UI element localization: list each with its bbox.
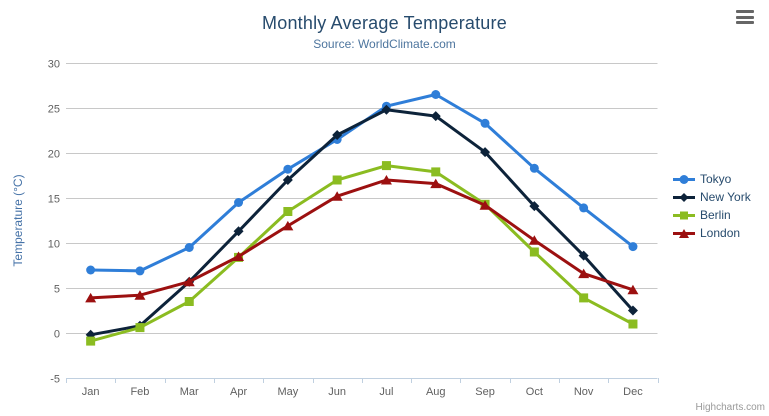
series-berlin-marker[interactable]	[381, 161, 391, 171]
series-tokyo-marker[interactable]	[283, 164, 293, 174]
series-london-line[interactable]	[89, 178, 635, 300]
series-london-marker[interactable]	[134, 290, 146, 300]
chart-legend: Tokyo New York Berlin London	[673, 170, 751, 242]
series-london-marker[interactable]	[380, 175, 392, 185]
series-berlin-marker[interactable]	[332, 175, 342, 185]
series-london-marker[interactable]	[430, 178, 442, 189]
series-tokyo-marker[interactable]	[234, 198, 244, 207]
series-berlin-marker[interactable]	[628, 319, 638, 329]
x-axis-label: Apr	[230, 386, 247, 398]
legend-item-tokyo[interactable]: Tokyo	[673, 170, 751, 188]
x-axis-label: Jan	[82, 386, 100, 398]
series-new-york-marker[interactable]	[627, 305, 638, 316]
x-axis-label: Sep	[475, 386, 495, 398]
series-tokyo-marker[interactable]	[480, 118, 490, 128]
series-new-york-line[interactable]	[89, 108, 635, 337]
series-london-marker[interactable]	[183, 276, 195, 287]
hamburger-icon	[736, 21, 754, 24]
series-new-york-marker[interactable]	[381, 104, 392, 115]
chart-subtitle: Source: WorldClimate.com	[313, 37, 456, 51]
series-tokyo-marker[interactable]	[579, 203, 589, 213]
legend-label-london: London	[700, 226, 741, 240]
series-berlin-marker[interactable]	[135, 323, 145, 333]
y-axis-label: 0	[54, 329, 60, 341]
x-axis-label: Jul	[379, 386, 393, 398]
series-berlin-marker[interactable]	[283, 207, 293, 216]
legend-item-new-york[interactable]: New York	[673, 188, 751, 206]
y-axis-title: Temperature (°C)	[11, 174, 25, 266]
series-tokyo-marker[interactable]	[628, 242, 638, 252]
series-berlin-marker[interactable]	[184, 297, 194, 306]
series-new-york-marker[interactable]	[529, 201, 540, 212]
series-new-york-marker[interactable]	[233, 226, 244, 237]
series-berlin-marker[interactable]	[529, 247, 539, 257]
series-london-marker[interactable]	[627, 284, 639, 295]
y-axis-label: 5	[54, 284, 60, 296]
series-london-marker[interactable]	[528, 235, 540, 245]
series-london-marker[interactable]	[479, 200, 491, 210]
london-legend-marker-icon	[673, 228, 695, 238]
series-tokyo-marker[interactable]	[431, 90, 441, 99]
x-axis-label: Nov	[574, 386, 594, 398]
tokyo-legend-marker-icon	[673, 174, 695, 184]
series-berlin-line[interactable]	[89, 164, 635, 343]
chart-title: Monthly Average Temperature	[262, 13, 507, 33]
x-axis-label: Jun	[328, 386, 346, 398]
series-london-marker[interactable]	[578, 268, 590, 279]
new-york-legend-marker-icon	[673, 192, 695, 202]
series-new-york-marker[interactable]	[578, 250, 589, 261]
series-tokyo-marker[interactable]	[86, 265, 96, 275]
x-axis-label: Mar	[180, 386, 199, 398]
series-london-marker[interactable]	[282, 220, 294, 231]
highcharts-credit-link[interactable]: Highcharts.com	[695, 402, 765, 413]
series-london-marker[interactable]	[331, 191, 343, 201]
berlin-legend-marker-icon	[673, 211, 695, 219]
series-new-york-marker[interactable]	[332, 130, 343, 140]
series-new-york-marker[interactable]	[282, 175, 293, 185]
legend-label-tokyo: Tokyo	[700, 172, 732, 186]
series-tokyo-marker[interactable]	[184, 243, 194, 252]
series-london-marker[interactable]	[85, 292, 97, 303]
export-menu-button[interactable]	[736, 10, 754, 24]
legend-label-new-york: New York	[700, 190, 751, 204]
y-axis-label: 10	[48, 239, 60, 251]
y-axis-label: 30	[48, 59, 60, 71]
legend-item-berlin[interactable]: Berlin	[673, 206, 751, 224]
y-axis-label: 25	[48, 104, 60, 116]
hamburger-icon	[736, 15, 754, 19]
series-berlin-marker[interactable]	[579, 293, 589, 303]
legend-item-london[interactable]: London	[673, 224, 751, 242]
x-axis-label: Aug	[426, 386, 446, 398]
series-new-york-marker[interactable]	[480, 147, 491, 158]
x-axis-label: Oct	[526, 386, 543, 398]
x-axis-label: Dec	[623, 386, 643, 398]
hamburger-icon	[736, 10, 754, 13]
series-tokyo-marker[interactable]	[529, 163, 539, 173]
y-axis-label: 15	[48, 194, 60, 206]
series-new-york-marker[interactable]	[430, 111, 441, 122]
y-axis-label: -5	[50, 374, 60, 386]
x-axis-label: May	[277, 386, 298, 398]
legend-label-berlin: Berlin	[700, 208, 731, 222]
x-axis-label: Feb	[130, 386, 149, 398]
series-berlin-marker[interactable]	[431, 167, 441, 177]
series-berlin-marker[interactable]	[86, 336, 96, 346]
y-axis-label: 20	[48, 149, 60, 161]
series-tokyo-marker[interactable]	[135, 266, 145, 276]
series-london-marker[interactable]	[233, 251, 245, 262]
